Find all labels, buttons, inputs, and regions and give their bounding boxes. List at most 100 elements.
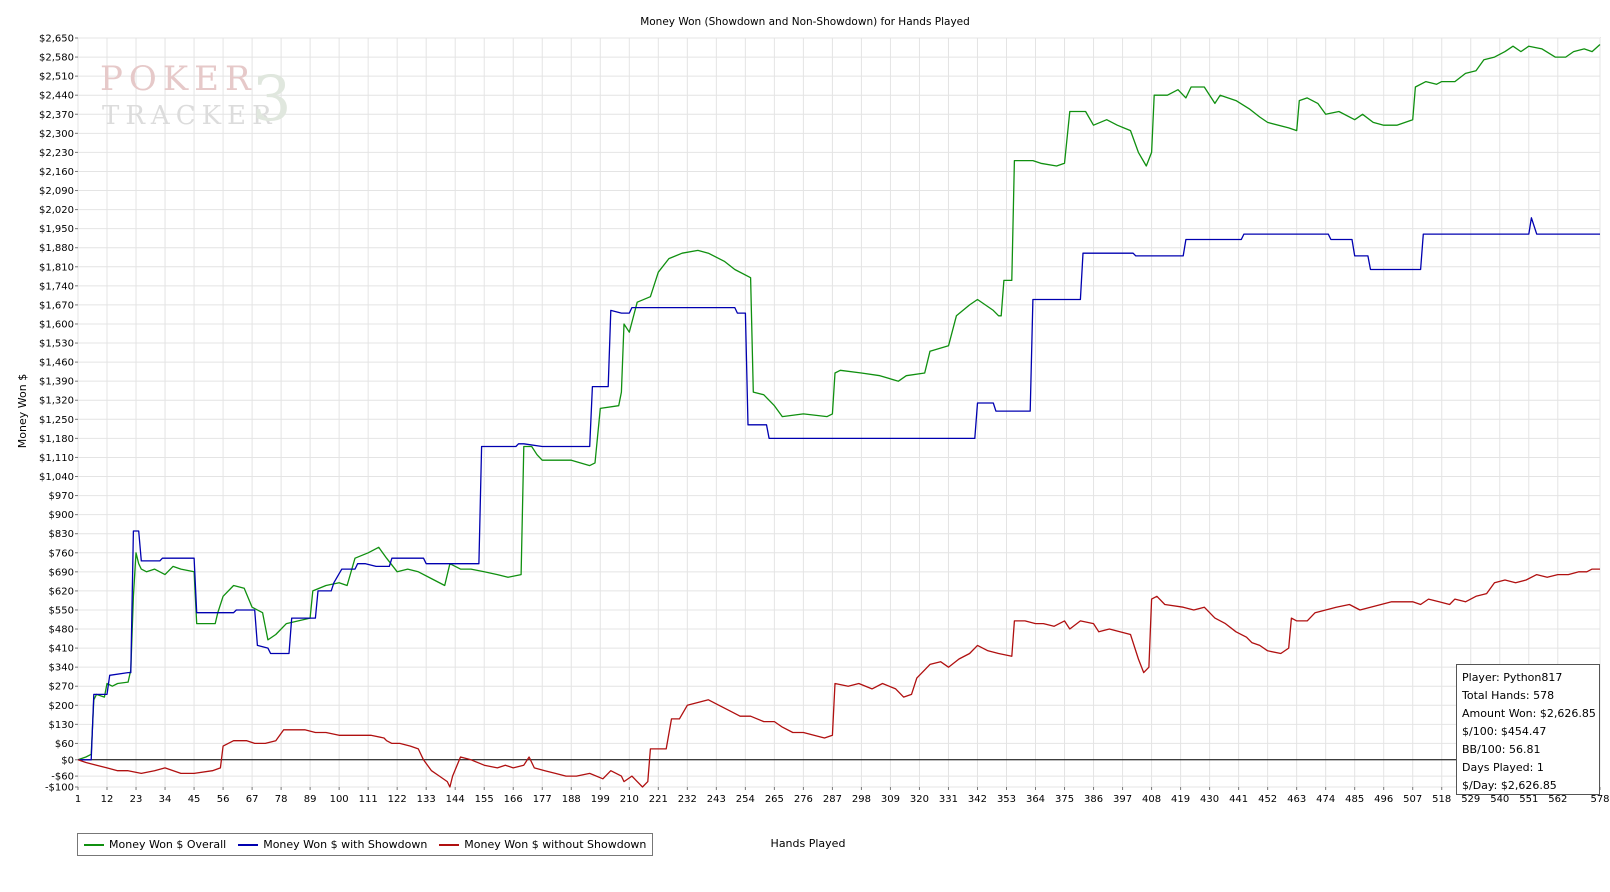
y-axis: -$100-$60 $0 $60 $130 $200 $270 $340 $410 $480 $5… bbox=[39, 34, 78, 794]
y-tick-label: $830 bbox=[49, 529, 74, 540]
y-tick-label: $1,180 bbox=[39, 434, 74, 445]
legend-swatch-overall bbox=[84, 843, 104, 846]
grid bbox=[77, 37, 1601, 788]
x-axis-title: Hands Played bbox=[771, 837, 846, 850]
x-tick-label: 485 bbox=[1345, 794, 1364, 805]
y-tick-label: $2,370 bbox=[39, 110, 74, 121]
y-tick-label: $1,250 bbox=[39, 415, 74, 426]
x-tick-label: 210 bbox=[620, 794, 639, 805]
legend-swatch-showdown bbox=[238, 843, 259, 846]
y-tick-label: $0 bbox=[61, 755, 74, 766]
y-tick-label: $2,300 bbox=[39, 129, 74, 140]
x-tick-label: 408 bbox=[1142, 794, 1161, 805]
x-tick-label: 342 bbox=[968, 794, 987, 805]
logo-version: 3 bbox=[252, 62, 291, 133]
x-axis: 1 12 23 34 45 56 67 78 89 100 111 122 133 144 155 166 17… bbox=[75, 787, 1610, 805]
x-tick-label: 507 bbox=[1403, 794, 1422, 805]
y-tick-label: $1,950 bbox=[39, 224, 74, 235]
x-tick-label: 243 bbox=[707, 794, 726, 805]
x-tick-label: 188 bbox=[562, 794, 581, 805]
y-tick-label: $1,600 bbox=[39, 319, 74, 330]
y-tick-label: $60 bbox=[55, 739, 74, 750]
x-tick-label: 100 bbox=[330, 794, 349, 805]
y-tick-label: $2,020 bbox=[39, 205, 74, 216]
x-tick-label: 364 bbox=[1026, 794, 1045, 805]
legend-label-showdown: Money Won $ with Showdown bbox=[263, 838, 428, 851]
y-tick-label: $690 bbox=[49, 567, 74, 578]
x-tick-label: 375 bbox=[1055, 794, 1074, 805]
y-tick-label: $2,510 bbox=[39, 72, 74, 83]
y-tick-label: $1,670 bbox=[39, 300, 74, 311]
stat-per-100: $/100: $454.47 bbox=[1462, 725, 1547, 738]
x-tick-label: 320 bbox=[910, 794, 929, 805]
x-tick-label: 463 bbox=[1287, 794, 1306, 805]
stat-total-hands: Total Hands: 578 bbox=[1462, 689, 1555, 702]
y-tick-label: $1,880 bbox=[39, 243, 74, 254]
x-tick-label: 386 bbox=[1084, 794, 1103, 805]
y-tick-label: $200 bbox=[49, 701, 74, 712]
x-tick-label: 551 bbox=[1519, 794, 1538, 805]
x-tick-label: 133 bbox=[417, 794, 436, 805]
series-layer bbox=[77, 44, 1601, 788]
x-tick-label: 199 bbox=[591, 794, 610, 805]
x-tick-label: 441 bbox=[1229, 794, 1248, 805]
series-line-overall bbox=[77, 44, 1601, 761]
x-tick-label: 23 bbox=[130, 794, 143, 805]
x-tick-label: 397 bbox=[1113, 794, 1132, 805]
legend: Money Won $ Overall Money Won $ with Sho… bbox=[77, 833, 654, 856]
y-tick-label: $1,320 bbox=[39, 396, 74, 407]
x-tick-label: 331 bbox=[939, 794, 958, 805]
y-tick-label: $2,230 bbox=[39, 148, 74, 159]
stat-bb-per-100: BB/100: 56.81 bbox=[1462, 743, 1541, 756]
poker-tracker-logo: POKER TRACKER 3 bbox=[100, 59, 291, 133]
x-tick-label: 122 bbox=[388, 794, 407, 805]
y-tick-label: $130 bbox=[49, 720, 74, 731]
x-tick-label: 540 bbox=[1490, 794, 1509, 805]
x-tick-label: 578 bbox=[1590, 794, 1609, 805]
x-tick-label: 45 bbox=[188, 794, 201, 805]
y-tick-label: $340 bbox=[49, 663, 74, 674]
y-tick-label: $480 bbox=[49, 625, 74, 636]
x-tick-label: 221 bbox=[649, 794, 668, 805]
y-tick-label: $270 bbox=[49, 682, 74, 693]
logo-word-tracker: TRACKER bbox=[102, 101, 278, 131]
x-tick-label: 111 bbox=[359, 794, 378, 805]
y-tick-label: $410 bbox=[49, 644, 74, 655]
y-tick-label: $2,090 bbox=[39, 186, 74, 197]
y-tick-label: $2,160 bbox=[39, 167, 74, 178]
y-tick-label: $1,110 bbox=[39, 453, 74, 464]
stat-days-played: Days Played: 1 bbox=[1462, 761, 1544, 774]
y-tick-label: $760 bbox=[49, 548, 74, 559]
y-tick-label: $2,440 bbox=[39, 91, 74, 102]
y-tick-label: $1,390 bbox=[39, 377, 74, 388]
x-tick-label: 144 bbox=[446, 794, 465, 805]
y-tick-label: $1,530 bbox=[39, 339, 74, 350]
legend-item-overall: Money Won $ Overall bbox=[84, 838, 226, 851]
x-tick-label: 78 bbox=[275, 794, 288, 805]
x-tick-label: 232 bbox=[678, 794, 697, 805]
legend-swatch-non-showdown bbox=[439, 843, 460, 846]
y-tick-label: $1,810 bbox=[39, 262, 74, 273]
x-tick-label: 419 bbox=[1171, 794, 1190, 805]
legend-label-overall: Money Won $ Overall bbox=[109, 838, 227, 851]
series-line-with-showdown bbox=[78, 217, 1600, 761]
plot-area bbox=[77, 37, 1601, 788]
stat-player: Player: Python817 bbox=[1462, 671, 1563, 684]
logo-word-poker: POKER bbox=[100, 59, 257, 99]
y-tick-label: $1,740 bbox=[39, 281, 74, 292]
x-tick-label: 353 bbox=[997, 794, 1016, 805]
x-tick-label: 276 bbox=[794, 794, 813, 805]
chart-title: Money Won (Showdown and Non-Showdown) fo… bbox=[640, 16, 970, 28]
stat-per-day: $/Day: $2,626.85 bbox=[1462, 779, 1557, 792]
y-tick-label: $900 bbox=[49, 510, 74, 521]
x-tick-label: 177 bbox=[533, 794, 552, 805]
player-stats-box: Player: Python817 Total Hands: 578 Amoun… bbox=[1456, 664, 1600, 795]
y-tick-label: -$60 bbox=[51, 772, 74, 783]
y-tick-label: $970 bbox=[49, 491, 74, 502]
y-tick-label: $620 bbox=[49, 586, 74, 597]
stat-amount-won: Amount Won: $2,626.85 bbox=[1462, 707, 1596, 720]
x-tick-label: 56 bbox=[217, 794, 230, 805]
x-tick-label: 1 bbox=[75, 794, 81, 805]
x-tick-label: 155 bbox=[475, 794, 494, 805]
